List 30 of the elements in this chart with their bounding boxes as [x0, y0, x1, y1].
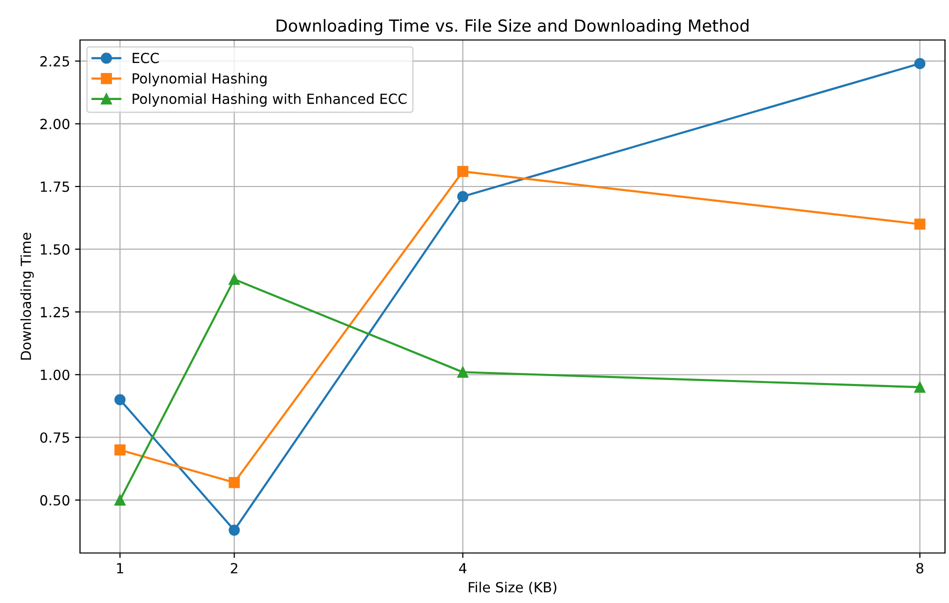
x-tick-label: 1	[117, 563, 124, 574]
point	[457, 166, 468, 178]
y-tick-label: 1.50	[40, 244, 70, 255]
point	[228, 476, 240, 488]
point	[114, 444, 126, 456]
y-tick-label: 0.50	[40, 495, 70, 506]
x-tick-label: 4	[459, 563, 466, 574]
legend-label: Polynomial Hashing	[132, 72, 267, 86]
point	[114, 394, 126, 406]
point	[114, 494, 126, 506]
point	[457, 190, 468, 202]
x-tick-label: 8	[916, 562, 924, 574]
x-tick-label: 2	[230, 562, 238, 574]
legend-label: Polynomial Hashing with Enhanced ECC	[132, 93, 407, 107]
y-tick-label: 1.00	[40, 370, 70, 380]
y-axis-title: Downloading Time	[20, 232, 34, 360]
y-tick-label: 1.75	[40, 182, 70, 192]
point	[914, 218, 926, 230]
chart-title: Downloading Time vs. File Size and Downloading Method	[276, 19, 748, 36]
point	[228, 274, 240, 285]
legend-label: ECC	[132, 52, 159, 64]
y-tick-label: 2.00	[40, 118, 70, 130]
point	[457, 366, 468, 378]
x-axis-title: File Size (KB)	[468, 582, 556, 594]
y-tick-label: 1.25	[40, 306, 70, 318]
point	[914, 382, 926, 393]
point	[914, 58, 926, 70]
y-tick-label: 0.75	[40, 432, 70, 443]
y-tick-label: 2.25	[40, 56, 70, 67]
point	[228, 524, 240, 536]
